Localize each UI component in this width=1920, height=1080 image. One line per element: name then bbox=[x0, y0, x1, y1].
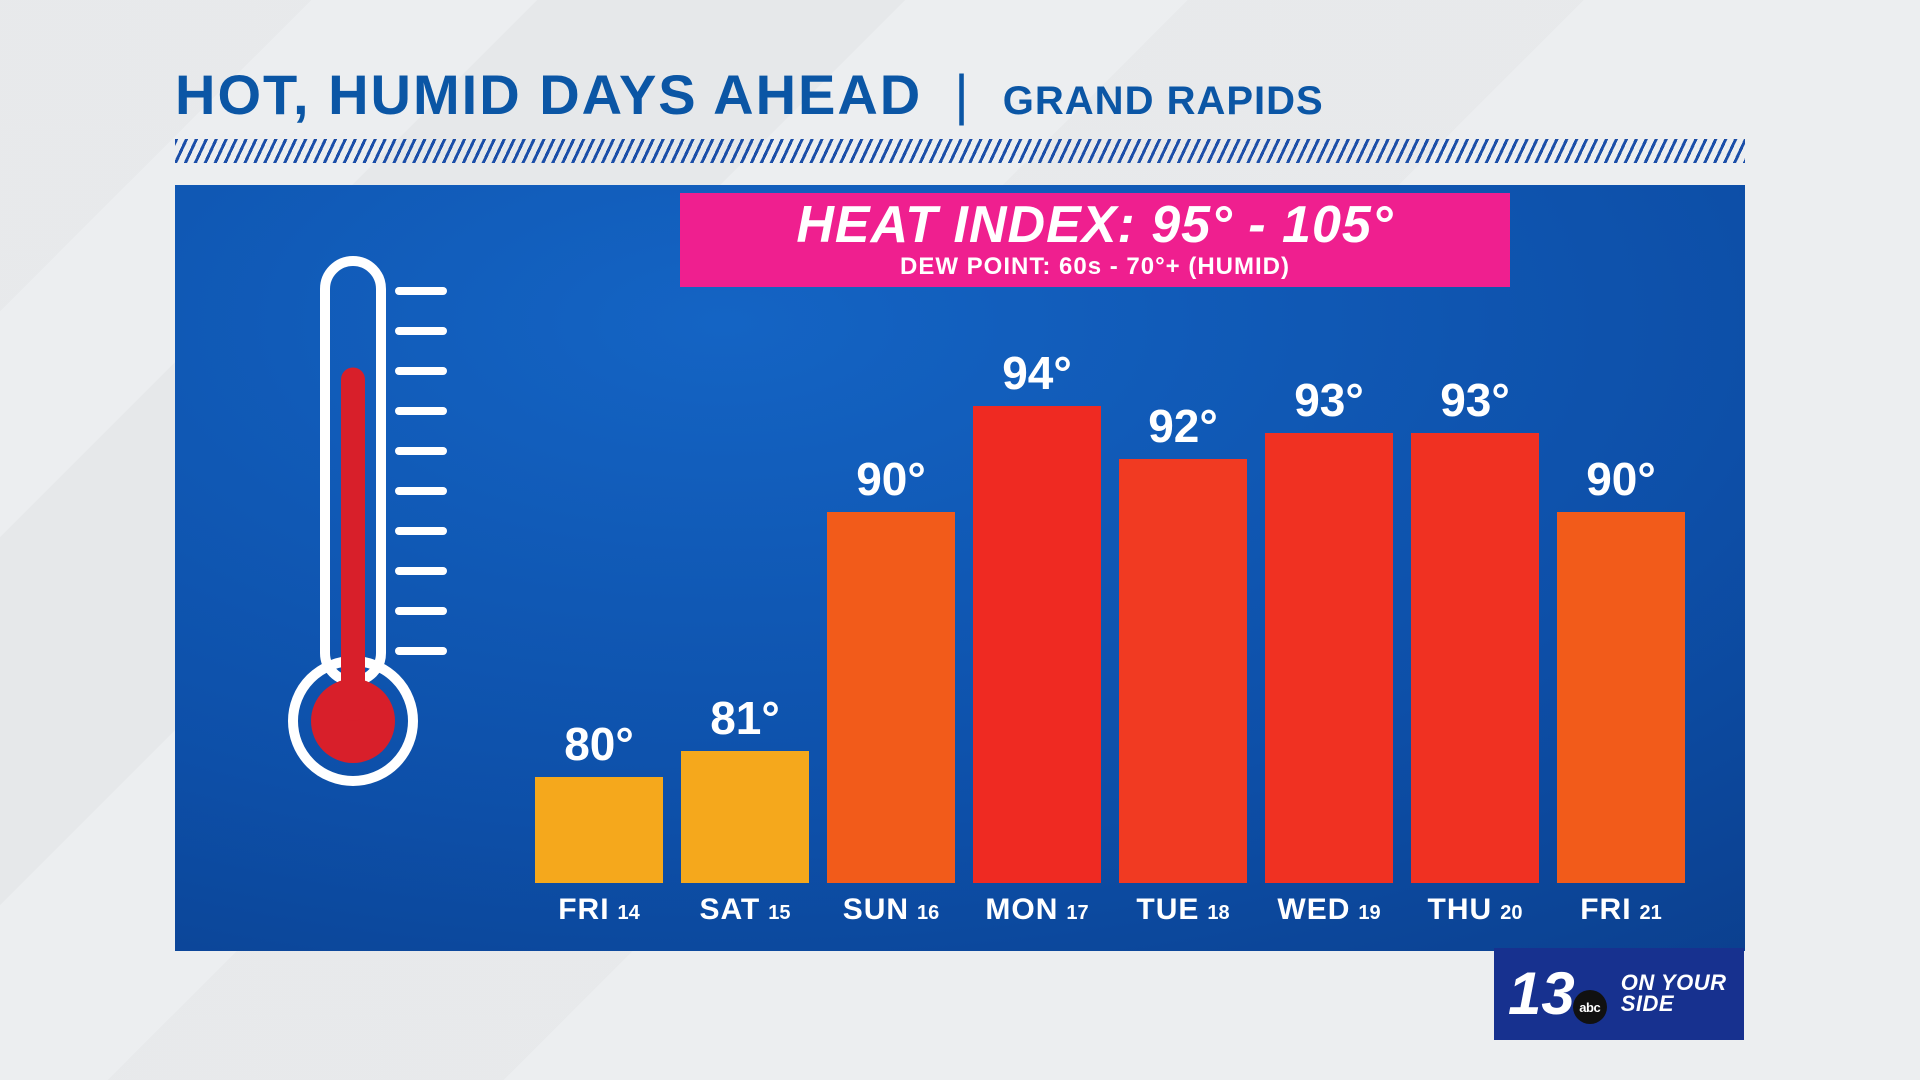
station-logo: 13 abc ON YOURSIDE bbox=[1494, 948, 1744, 1040]
forecast-bar: 90° SUN16 bbox=[827, 452, 955, 927]
bar-axis-label: SUN16 bbox=[843, 893, 940, 927]
bar-value-label: 93° bbox=[1294, 373, 1364, 427]
bar-axis-label: FRI21 bbox=[1580, 893, 1662, 927]
logo-tagline: ON YOURSIDE bbox=[1621, 973, 1727, 1015]
bar-rect bbox=[535, 777, 663, 883]
bar-axis-label: THU20 bbox=[1428, 893, 1523, 927]
bar-axis-label: SAT15 bbox=[699, 893, 790, 927]
bar-value-label: 80° bbox=[564, 717, 634, 771]
dew-point-subline: DEW POINT: 60s - 70°+ (HUMID) bbox=[702, 253, 1488, 281]
location-label: GRAND RAPIDS bbox=[1003, 79, 1324, 124]
forecast-bar: 93° WED19 bbox=[1265, 373, 1393, 928]
bar-value-label: 90° bbox=[1586, 452, 1656, 506]
bar-rect bbox=[1411, 433, 1539, 884]
hatch-divider bbox=[175, 139, 1745, 163]
headline-title: HOT, HUMID DAYS AHEAD bbox=[175, 62, 922, 127]
forecast-panel: HEAT INDEX: 95° - 105° DEW POINT: 60s - … bbox=[175, 185, 1745, 951]
forecast-bar: 93° THU20 bbox=[1411, 373, 1539, 928]
forecast-bar: 94° MON17 bbox=[973, 346, 1101, 927]
forecast-bar: 92° TUE18 bbox=[1119, 399, 1247, 927]
forecast-bar: 81° SAT15 bbox=[681, 691, 809, 928]
bar-value-label: 92° bbox=[1148, 399, 1218, 453]
thermometer-icon bbox=[273, 241, 503, 801]
bar-rect bbox=[1119, 459, 1247, 883]
bar-value-label: 90° bbox=[856, 452, 926, 506]
bar-axis-label: TUE18 bbox=[1136, 893, 1229, 927]
forecast-bar: 90° FRI21 bbox=[1557, 452, 1685, 927]
title-bar: HOT, HUMID DAYS AHEAD | GRAND RAPIDS bbox=[175, 62, 1745, 127]
bar-rect bbox=[827, 512, 955, 883]
bar-axis-label: MON17 bbox=[985, 893, 1088, 927]
bar-axis-label: FRI14 bbox=[558, 893, 640, 927]
bar-value-label: 93° bbox=[1440, 373, 1510, 427]
bar-rect bbox=[681, 751, 809, 884]
logo-number: 13 bbox=[1508, 964, 1575, 1024]
abc-badge-icon: abc bbox=[1573, 990, 1607, 1024]
bar-rect bbox=[1557, 512, 1685, 883]
bar-rect bbox=[1265, 433, 1393, 884]
temperature-bar-chart: 80° FRI14 81° SAT15 90° SUN16 94° MON17 92° TUE18… bbox=[535, 287, 1685, 927]
bar-rect bbox=[973, 406, 1101, 883]
bar-value-label: 81° bbox=[710, 691, 780, 745]
bar-axis-label: WED19 bbox=[1277, 893, 1380, 927]
heat-index-headline: HEAT INDEX: 95° - 105° bbox=[702, 195, 1488, 255]
forecast-bar: 80° FRI14 bbox=[535, 717, 663, 927]
bar-value-label: 94° bbox=[1002, 346, 1072, 400]
title-separator: | bbox=[954, 62, 971, 127]
heat-index-banner: HEAT INDEX: 95° - 105° DEW POINT: 60s - … bbox=[680, 193, 1510, 287]
